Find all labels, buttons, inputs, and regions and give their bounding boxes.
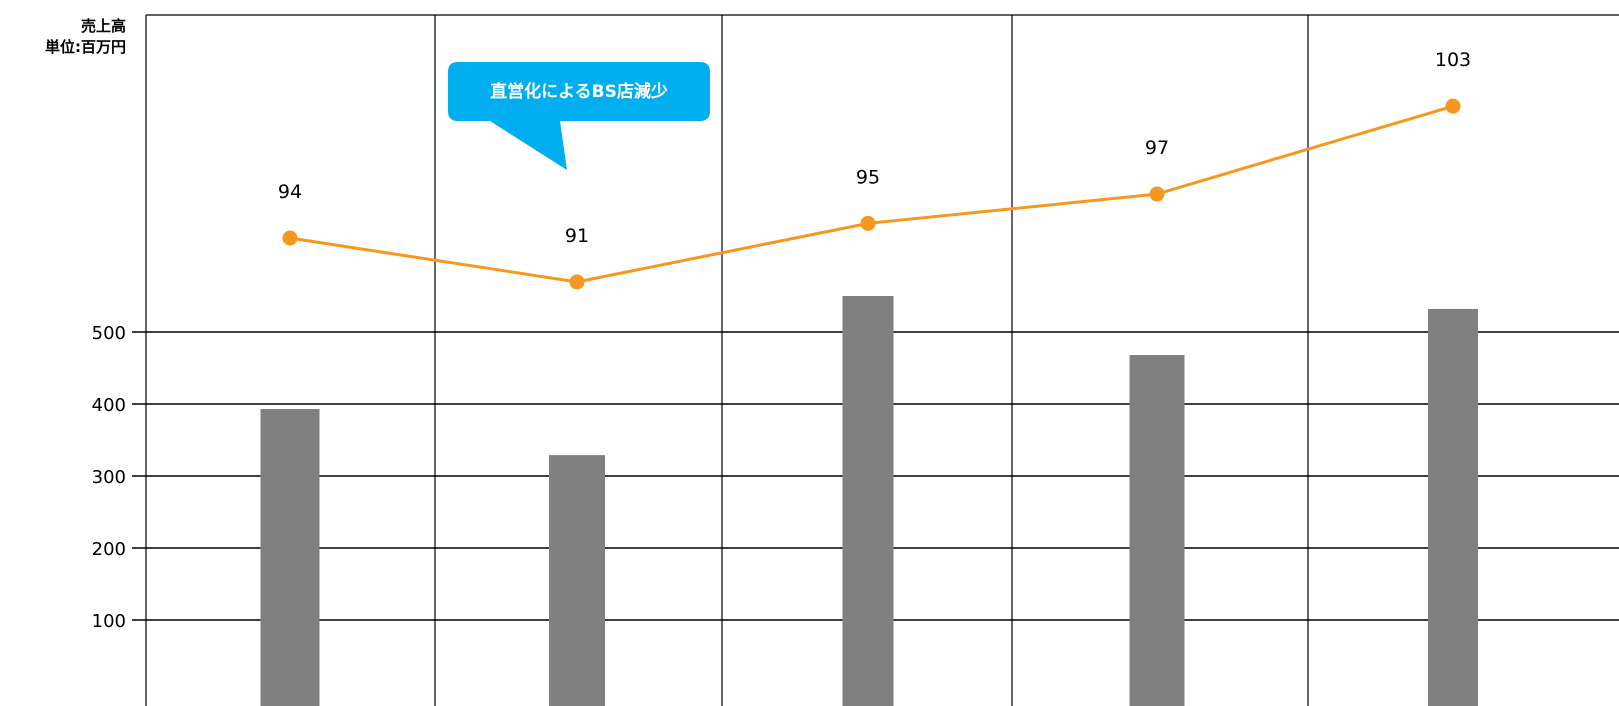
y-tick-label: 300 [92,467,126,488]
line-path [289,104,1454,284]
gridlines [145,14,1619,706]
y-axis-title-line-2: 単位:百万円 [45,38,126,56]
y-tick-label: 200 [92,539,126,560]
bar [1129,355,1185,706]
line-point [282,230,298,246]
callout: 直営化によるBS店減少 [448,62,710,170]
bar [1428,308,1478,706]
bar [549,455,605,706]
bar-series [260,296,1478,706]
data-label: 103 [1435,49,1471,71]
line-point [860,215,876,231]
data-label: 95 [856,166,880,188]
bar [260,409,320,706]
bar [842,296,894,706]
data-label: 97 [1145,137,1169,159]
y-tick-label: 400 [92,395,126,416]
y-tick-label: 500 [92,323,126,344]
line-point [1445,98,1461,114]
y-tick-label: 100 [92,611,126,632]
y-axis: 100 200 300 400 500 [92,323,1619,632]
y-axis-title: 売上高 単位:百万円 [45,17,126,56]
callout-bubble [448,62,710,170]
line-point [1149,186,1165,202]
data-label: 91 [565,225,589,247]
line-point [569,274,585,290]
line-series: 94 91 95 97 103 [278,49,1471,290]
data-label: 94 [278,181,302,203]
y-axis-title-line-1: 売上高 [81,17,126,35]
callout-text: 直営化によるBS店減少 [490,81,668,102]
